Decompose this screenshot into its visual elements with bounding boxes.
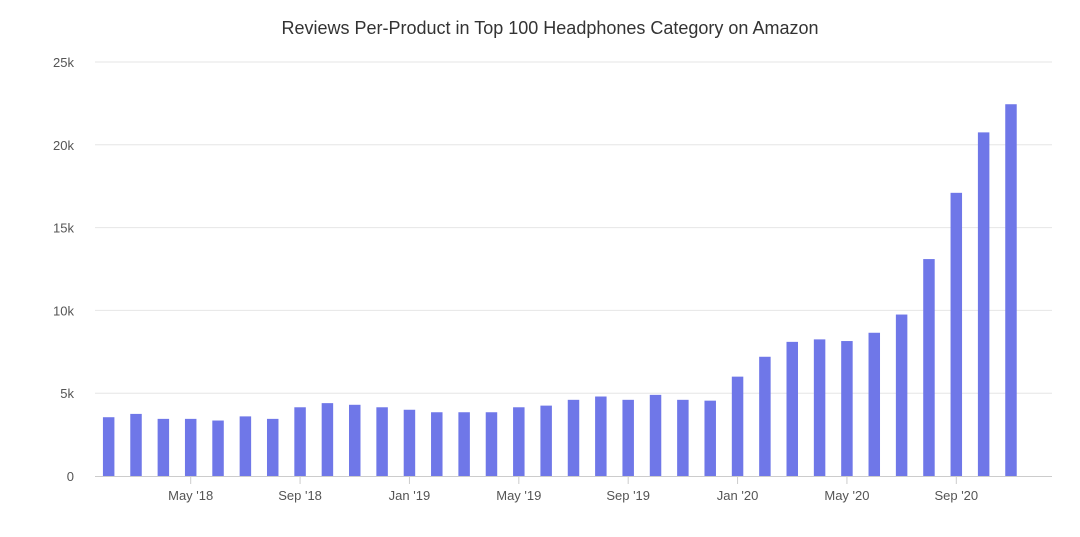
- bar: [595, 396, 607, 476]
- bar: [868, 332, 881, 476]
- y-tick-label: 20k: [53, 138, 74, 153]
- bar: [403, 409, 416, 476]
- bar: [458, 412, 470, 476]
- x-tick-label: Jan '19: [389, 488, 431, 503]
- bar: [130, 413, 142, 476]
- bar: [704, 400, 716, 476]
- bar: [567, 399, 580, 476]
- bar-series: [102, 104, 1017, 476]
- bar: [813, 339, 826, 476]
- x-axis-tick-labels: May '18 Sep '18 Jan '19 May '19 Sep '19 Jan '…: [168, 488, 978, 503]
- bar: [923, 259, 935, 476]
- bar: [677, 399, 689, 476]
- y-tick-label: 25k: [53, 55, 74, 70]
- bar: [950, 192, 963, 476]
- y-tick-label: 10k: [53, 303, 74, 318]
- bar: [540, 405, 552, 476]
- bar: [759, 356, 771, 476]
- bar: [731, 376, 744, 476]
- x-tick-label: May '18: [168, 488, 213, 503]
- x-tick-label: Jan '20: [717, 488, 759, 503]
- bar: [977, 132, 990, 476]
- x-axis: [95, 476, 1052, 484]
- bar: [102, 417, 115, 476]
- bar: [157, 418, 170, 476]
- x-tick-label: Sep '20: [934, 488, 978, 503]
- bar: [513, 407, 525, 476]
- bar: [841, 341, 853, 476]
- bar: [212, 420, 224, 476]
- bar: [431, 412, 443, 476]
- bar: [1005, 104, 1017, 476]
- bar: [349, 404, 361, 476]
- bar: [266, 418, 279, 476]
- bar: [239, 416, 252, 476]
- bar: [485, 412, 498, 476]
- bar: [895, 314, 908, 476]
- bar: [786, 341, 798, 476]
- x-tick-label: Sep '19: [606, 488, 650, 503]
- bar: [649, 394, 662, 476]
- bar: [184, 418, 197, 476]
- gridlines: [95, 61, 1052, 394]
- bar: [622, 399, 634, 476]
- y-tick-label: 0: [67, 469, 74, 484]
- y-axis-tick-labels: 0 5k 10k 15k 20k 25k: [53, 55, 74, 484]
- x-tick-label: May '19: [496, 488, 541, 503]
- bar: [321, 403, 334, 476]
- chart-title: Reviews Per-Product in Top 100 Headphone…: [282, 18, 819, 38]
- bar: [376, 407, 388, 476]
- y-tick-label: 15k: [53, 221, 74, 236]
- y-tick-label: 5k: [60, 386, 74, 401]
- bar: [294, 407, 306, 476]
- x-tick-label: Sep '18: [278, 488, 322, 503]
- x-tick-label: May '20: [824, 488, 869, 503]
